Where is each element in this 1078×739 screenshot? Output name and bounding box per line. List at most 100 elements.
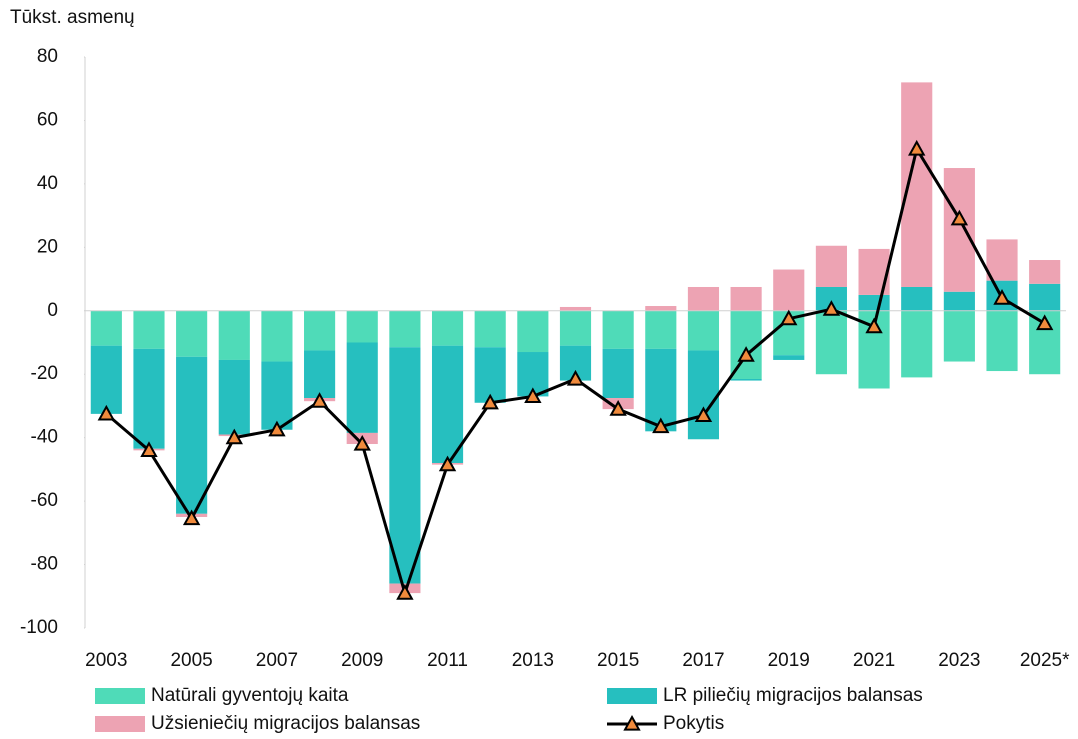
bar: [431, 345, 464, 464]
bar: [815, 310, 847, 375]
bar: [602, 310, 634, 349]
bar: [901, 286, 933, 311]
bar: [986, 310, 1018, 372]
bar: [986, 239, 1018, 281]
bar: [730, 378, 762, 381]
marker: [524, 387, 542, 404]
bar: [431, 310, 464, 346]
bar: [858, 248, 890, 295]
marker: [652, 417, 670, 434]
bar: [176, 310, 208, 357]
legend-label: Natūrali gyventojų kaita: [151, 685, 349, 706]
legend-marker: [623, 714, 641, 731]
bar: [559, 306, 592, 311]
legend-label: Pokytis: [663, 713, 724, 734]
marker: [353, 434, 371, 451]
bar: [901, 310, 933, 378]
x-tick-label: 2009: [341, 650, 383, 671]
marker: [737, 346, 755, 362]
bar: [133, 348, 165, 449]
bar: [645, 306, 677, 311]
bar: [1029, 283, 1061, 311]
bar: [261, 361, 293, 430]
marker: [140, 441, 158, 457]
bar: [773, 355, 805, 360]
legend-label: LR piliečių migracijos balansas: [663, 685, 923, 706]
bar: [218, 310, 250, 360]
y-tick-label: -40: [31, 427, 58, 448]
x-tick-label: 2005: [170, 650, 212, 671]
legend-swatch: [607, 688, 657, 704]
marker: [908, 139, 926, 156]
marker: [182, 509, 201, 526]
bar: [176, 356, 208, 514]
x-tick-label: 2017: [682, 650, 724, 671]
bar: [90, 345, 122, 414]
legend-swatch: [95, 688, 145, 704]
marker: [268, 420, 286, 437]
bar: [389, 310, 421, 348]
marker: [438, 455, 457, 472]
x-tick-label: 2003: [85, 650, 127, 671]
bar: [218, 359, 250, 435]
marker: [310, 392, 329, 408]
marker: [609, 400, 627, 416]
bar: [815, 286, 847, 311]
bar: [261, 310, 293, 362]
marker: [950, 209, 969, 226]
bar: [687, 310, 720, 351]
bar: [389, 347, 421, 584]
x-tick-label: 2013: [512, 650, 554, 671]
marker: [1035, 314, 1054, 331]
y-tick-label: 0: [47, 300, 58, 321]
marker: [822, 300, 841, 316]
bar: [304, 310, 336, 351]
x-tick-label: 2011: [427, 650, 468, 671]
bar: [602, 348, 634, 399]
bar: [474, 347, 506, 403]
bar: [730, 286, 762, 311]
bar: [943, 291, 975, 311]
y-tick-label: -100: [20, 617, 58, 638]
bar: [773, 269, 805, 311]
y-tick-label: 20: [37, 236, 58, 257]
bar: [645, 310, 677, 349]
y-tick-label: 60: [37, 109, 58, 130]
bar: [304, 350, 336, 399]
bar: [687, 350, 720, 440]
y-axis-label: Tūkst. asmenų: [10, 7, 135, 28]
x-tick-label: 2021: [853, 650, 895, 671]
y-tick-label: -60: [31, 490, 58, 511]
bar: [858, 294, 890, 311]
x-tick-label: 2015: [597, 650, 639, 671]
bar: [90, 310, 122, 346]
marker: [396, 584, 414, 600]
bar: [346, 342, 378, 433]
bar: [943, 310, 975, 362]
bar: [474, 310, 506, 348]
marker: [780, 309, 798, 326]
y-tick-label: -80: [31, 554, 58, 575]
bar: [133, 310, 165, 349]
bar: [943, 168, 975, 292]
marker: [993, 289, 1011, 305]
legend-swatch: [95, 716, 145, 732]
bar: [1029, 260, 1061, 284]
bar: [687, 286, 720, 311]
bar: [815, 245, 847, 287]
marker: [865, 317, 883, 334]
x-tick-label: 2019: [768, 650, 810, 671]
bar: [517, 310, 549, 353]
bar: [559, 310, 592, 346]
x-tick-label: 2007: [256, 650, 298, 671]
x-tick-label: 2025*: [1020, 650, 1070, 671]
y-tick-label: -20: [31, 363, 58, 384]
marker: [97, 404, 116, 421]
bar: [901, 82, 933, 287]
marker: [694, 406, 713, 423]
marker: [566, 369, 585, 386]
marker: [481, 393, 499, 410]
marker: [225, 428, 243, 445]
legend-label: Užsieniečių migracijos balansas: [151, 713, 420, 734]
